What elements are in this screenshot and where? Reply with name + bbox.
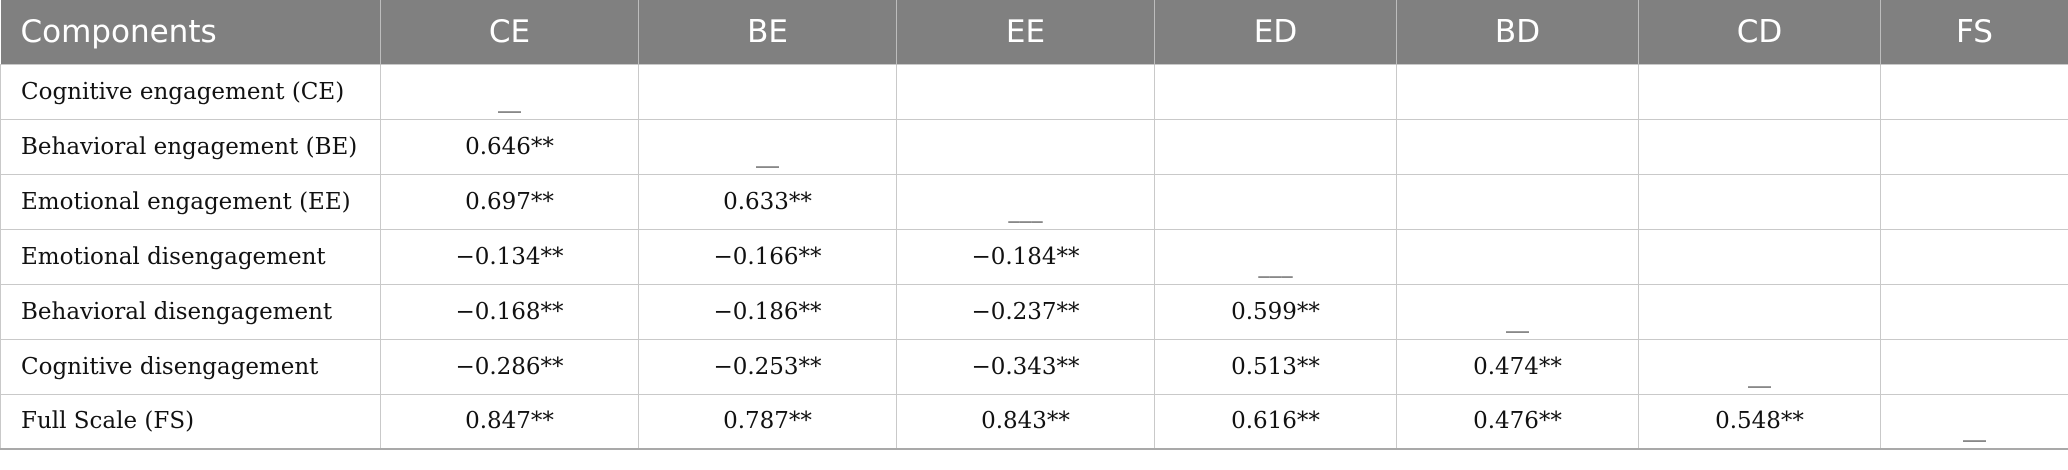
row-label: Emotional disengagement	[0, 228, 381, 285]
table-cell	[1154, 63, 1397, 120]
table-cell	[1396, 63, 1639, 120]
header-be: BE	[638, 0, 897, 64]
table-cell	[638, 63, 897, 120]
table-cell	[1880, 63, 2068, 120]
table-cell: 0.513**	[1154, 338, 1397, 395]
table-cell: −0.184**	[896, 228, 1155, 285]
table-cell	[896, 63, 1155, 120]
table-cell: −0.237**	[896, 283, 1155, 340]
table-row: Full Scale (FS) 0.847** 0.787** 0.843** …	[0, 393, 2068, 450]
table-cell: −0.134**	[380, 228, 639, 285]
table-cell	[1638, 118, 1881, 175]
table-cell	[1638, 283, 1881, 340]
table-cell	[1880, 118, 2068, 175]
header-components: Components	[0, 0, 381, 64]
table-cell	[1396, 228, 1639, 285]
table-cell: ___	[896, 173, 1155, 230]
row-label: Full Scale (FS)	[0, 393, 381, 450]
table-cell	[1154, 118, 1397, 175]
header-row: Components CE BE EE ED BD CD FS	[0, 0, 2068, 64]
header-ee: EE	[896, 0, 1155, 64]
table-cell: 0.697**	[380, 173, 639, 230]
table-cell: 0.787**	[638, 393, 897, 450]
header-bd: BD	[1396, 0, 1639, 64]
table-cell: 0.476**	[1396, 393, 1639, 450]
table-cell: 0.474**	[1396, 338, 1639, 395]
table-cell: −0.168**	[380, 283, 639, 340]
table-cell	[1638, 173, 1881, 230]
table-cell: __	[638, 118, 897, 175]
table-cell	[896, 118, 1155, 175]
table-cell	[1880, 338, 2068, 395]
header-ce: CE	[380, 0, 639, 64]
row-label: Emotional engagement (EE)	[0, 173, 381, 230]
row-label: Behavioral disengagement	[0, 283, 381, 340]
table-row: Emotional disengagement −0.134** −0.166*…	[0, 228, 2068, 285]
table-cell: 0.847**	[380, 393, 639, 450]
table-cell	[1396, 173, 1639, 230]
correlation-table: Components CE BE EE ED BD CD FS Cognitiv…	[0, 0, 2068, 450]
table-cell: 0.599**	[1154, 283, 1397, 340]
table-cell: __	[1880, 393, 2068, 450]
table-cell: −0.166**	[638, 228, 897, 285]
row-label: Cognitive disengagement	[0, 338, 381, 395]
table-row: Cognitive disengagement −0.286** −0.253*…	[0, 338, 2068, 395]
table-cell: 0.843**	[896, 393, 1155, 450]
table-cell: 0.548**	[1638, 393, 1881, 450]
table-cell: ___	[1154, 228, 1397, 285]
table-cell	[1880, 228, 2068, 285]
table-cell: 0.646**	[380, 118, 639, 175]
table-cell	[1880, 173, 2068, 230]
table-cell	[1880, 283, 2068, 340]
table-row: Emotional engagement (EE) 0.697** 0.633*…	[0, 173, 2068, 230]
table-cell: __	[1396, 283, 1639, 340]
header-cd: CD	[1638, 0, 1881, 64]
row-label: Cognitive engagement (CE)	[0, 63, 381, 120]
table-cell: 0.616**	[1154, 393, 1397, 450]
table-cell: __	[380, 63, 639, 120]
table-row: Behavioral engagement (BE) 0.646** __	[0, 118, 2068, 175]
table-cell: −0.186**	[638, 283, 897, 340]
header-ed: ED	[1154, 0, 1397, 64]
table-row: Behavioral disengagement −0.168** −0.186…	[0, 283, 2068, 340]
table-cell	[1396, 118, 1639, 175]
table-cell: 0.633**	[638, 173, 897, 230]
table-cell	[1154, 173, 1397, 230]
table-row: Cognitive engagement (CE) __	[0, 63, 2068, 120]
header-fs: FS	[1880, 0, 2068, 64]
table-cell	[1638, 63, 1881, 120]
table-cell: −0.343**	[896, 338, 1155, 395]
table-cell	[1638, 228, 1881, 285]
table-cell: __	[1638, 338, 1881, 395]
table-cell: −0.253**	[638, 338, 897, 395]
row-label: Behavioral engagement (BE)	[0, 118, 381, 175]
table-cell: −0.286**	[380, 338, 639, 395]
